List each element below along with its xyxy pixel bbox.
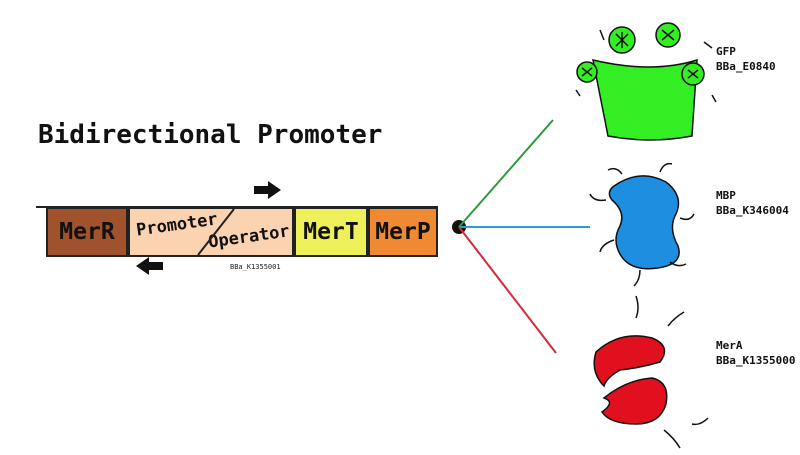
reverse-arrow-icon	[136, 257, 163, 275]
forward-arrow-icon	[254, 181, 281, 199]
gfp-label: GFP BBa_E0840	[716, 44, 776, 74]
part-merp: MerP	[368, 207, 438, 257]
mera-id: BBa_K1355000	[716, 354, 796, 367]
gfp-name: GFP	[716, 45, 736, 58]
branch-line-mera	[458, 226, 557, 354]
mbp-name: MBP	[716, 189, 736, 202]
mera-protein-icon	[593, 295, 709, 449]
mera-label: MerA BBa_K1355000	[716, 338, 795, 368]
construct-part-id: BBa_K1355001	[230, 263, 281, 271]
part-mert: MerT	[294, 207, 368, 257]
promoter-operator-divider	[197, 208, 235, 256]
diagram-title: Bidirectional Promoter	[38, 120, 383, 150]
mera-name: MerA	[716, 339, 743, 352]
gfp-protein-icon	[575, 22, 717, 141]
mbp-label: MBP BBa_K346004	[716, 188, 789, 218]
branch-line-gfp	[458, 119, 554, 228]
part-merr: MerR	[46, 207, 128, 257]
mbp-protein-icon	[589, 162, 695, 287]
mbp-id: BBa_K346004	[716, 204, 789, 217]
gfp-id: BBa_E0840	[716, 60, 776, 73]
